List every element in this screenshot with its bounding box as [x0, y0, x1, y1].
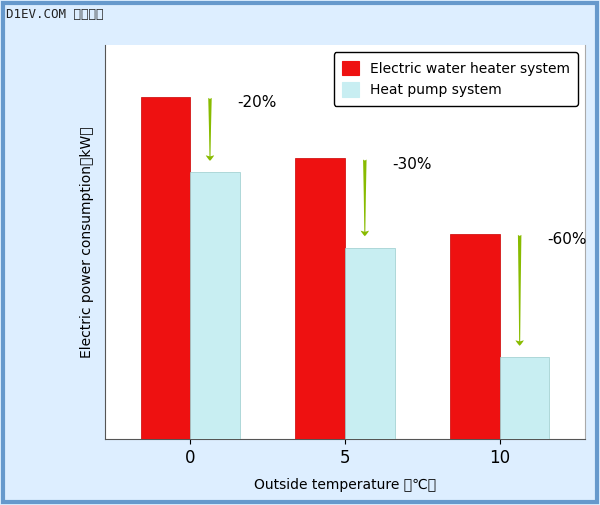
Text: D1EV.COM 第一电动: D1EV.COM 第一电动 [6, 8, 104, 21]
Bar [450, 234, 500, 439]
Bar [345, 247, 395, 439]
Bar [140, 97, 190, 439]
Text: -60%: -60% [547, 232, 586, 247]
Bar [500, 357, 550, 439]
Text: -30%: -30% [392, 157, 431, 172]
Legend: Electric water heater system, Heat pump system: Electric water heater system, Heat pump … [334, 53, 578, 106]
Bar [295, 159, 345, 439]
Y-axis label: Electric power consumption（kW）: Electric power consumption（kW） [80, 127, 94, 358]
Bar [190, 172, 240, 439]
Text: -20%: -20% [237, 95, 277, 110]
X-axis label: Outside temperature （℃）: Outside temperature （℃） [254, 478, 436, 492]
